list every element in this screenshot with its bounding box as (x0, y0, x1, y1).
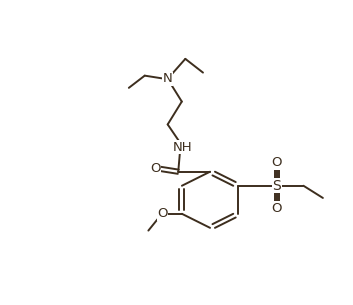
Text: O: O (150, 162, 161, 175)
Text: S: S (273, 179, 281, 193)
Text: N: N (163, 72, 173, 85)
Text: O: O (157, 207, 168, 220)
Text: O: O (272, 156, 282, 169)
Text: O: O (272, 202, 282, 215)
Text: NH: NH (173, 141, 193, 154)
